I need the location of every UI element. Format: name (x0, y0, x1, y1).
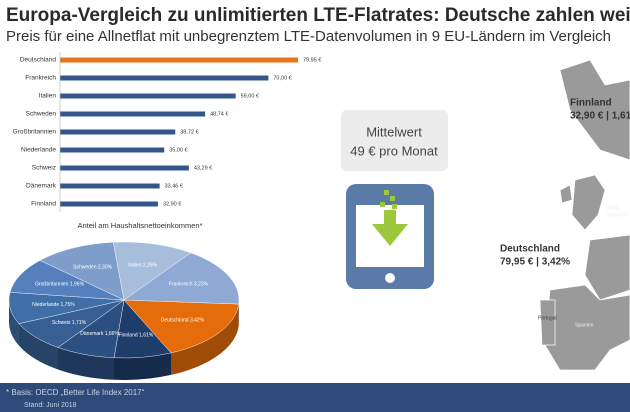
bar (60, 129, 176, 135)
map-germany (584, 234, 630, 301)
map-france-spain (544, 284, 630, 371)
map (539, 59, 630, 371)
slice-category: Großbritannien (35, 282, 69, 288)
map-label: 79,95 € | 3,42% (500, 257, 570, 268)
category-label: Schweiz (32, 165, 56, 172)
value-label: 32,90 € (163, 201, 181, 207)
slice-label: Niederlande 1,75% (32, 302, 75, 308)
slice-value: 1,66% (105, 331, 120, 337)
map-country: Portugal (538, 315, 557, 321)
value-label: 48,74 € (210, 111, 228, 117)
value-label: 59,00 € (241, 93, 259, 99)
bar (60, 147, 165, 153)
value-label: 70,00 € (273, 75, 291, 81)
bar (60, 75, 269, 81)
value-label: 79,95 € (303, 57, 321, 63)
slice-category: Niederlande (32, 302, 59, 308)
slice-label: Dänemark 1,66% (80, 331, 119, 337)
pie-slice (39, 242, 125, 301)
footer-note: * Basis: OECD „Better Life Index 2017“ (6, 388, 145, 397)
bar (60, 57, 298, 63)
map-label: Deutschland (500, 244, 560, 255)
slice-value: 1,75% (61, 302, 76, 308)
slice-category: Frankreich (169, 282, 193, 288)
category-label: Niederlande (21, 147, 56, 154)
slice-label: Finnland 1,61% (118, 333, 153, 339)
category-label: Schweden (26, 111, 57, 118)
pie-side (9, 300, 19, 346)
bar (60, 183, 160, 189)
slice-label: Frankreich 3,23% (169, 282, 209, 288)
bar (60, 93, 236, 99)
footer-bar (0, 383, 630, 412)
slice-value: 3,23% (194, 282, 209, 288)
pie-slice (123, 299, 239, 354)
map-country: britannien (607, 212, 629, 218)
slice-label: Deutschland 3,42% (161, 318, 205, 324)
slice-value: 2,30% (98, 265, 113, 271)
map-portugal (539, 299, 556, 346)
slice-value: 1,61% (139, 333, 154, 339)
value-label: 38,72 € (180, 129, 198, 135)
pie-slice (123, 252, 240, 305)
pie-side (57, 347, 114, 380)
map-label: 32,90 € | 1,61 (570, 111, 630, 122)
slice-label: Schweiz 1,71% (52, 320, 87, 326)
infobox-value: 49 € pro Monat (350, 143, 438, 158)
category-label: Großbritannien (13, 129, 57, 136)
footer-date: Stand: Juni 2018 (24, 402, 77, 409)
infobox (341, 110, 448, 171)
slice-category: Deutschland (161, 318, 189, 324)
category-label: Frankreich (25, 75, 56, 82)
slice-label: Großbritannien 1,96% (35, 282, 84, 288)
bar (60, 111, 206, 117)
subtitle: Preis für eine Allnetflat mit unbegrenzt… (6, 28, 611, 45)
tablet-icon (326, 184, 454, 289)
map-label: Finnland (570, 98, 612, 109)
value-label: 33,46 € (165, 183, 183, 189)
category-label: Dänemark (26, 183, 57, 190)
bar (60, 201, 158, 207)
slice-value: 1,96% (70, 282, 85, 288)
bar (60, 165, 189, 171)
pie-slice (113, 241, 192, 301)
category-label: Italien (39, 93, 57, 100)
map-uk (571, 174, 606, 231)
pie-side (113, 352, 172, 380)
slice-category: Schweden (73, 265, 97, 271)
pie-side (171, 304, 239, 375)
value-label: 35,00 € (169, 147, 187, 153)
map-country: Groß- (607, 205, 620, 211)
pie-title: Anteil am Haushaltsnettoeinkommen* (77, 221, 202, 230)
slice-category: Dänemark (80, 331, 104, 337)
slice-value: 2,26% (143, 263, 158, 269)
slice-category: Italien (128, 263, 142, 269)
slice-category: Schweiz (52, 320, 71, 326)
map-scandinavia (559, 59, 630, 161)
map-ireland (559, 184, 573, 204)
category-label: Deutschland (20, 57, 57, 64)
map-country: Spanien (575, 322, 594, 328)
value-label: 43,29 € (194, 165, 212, 171)
slice-category: Finnland (118, 333, 137, 339)
slice-label: Italien 2,26% (128, 263, 157, 269)
title: Europa-Vergleich zu unlimitierten LTE-Fl… (6, 5, 630, 26)
slice-value: 3,42% (190, 318, 205, 324)
slice-label: Schweden 2,30% (73, 265, 112, 271)
slice-value: 1,71% (72, 320, 87, 326)
infobox-label: Mittelwert (366, 124, 422, 139)
category-label: Finnland (31, 201, 56, 208)
pie-side (18, 323, 58, 370)
